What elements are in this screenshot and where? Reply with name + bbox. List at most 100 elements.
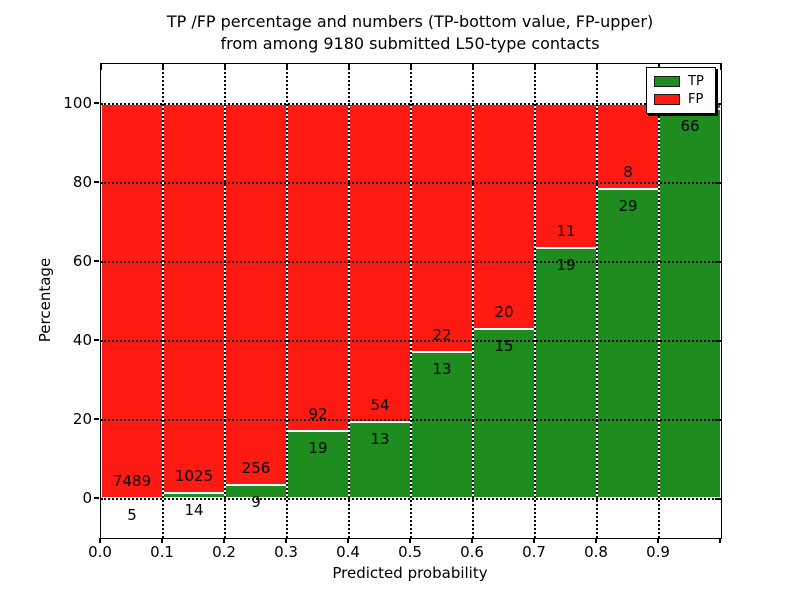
fp-count-label: 11	[556, 222, 576, 241]
tp-count-label: 13	[432, 359, 452, 378]
x-tick	[533, 538, 535, 543]
y-tick-label: 40	[72, 330, 92, 349]
bar-segment-fp	[411, 103, 473, 352]
y-tick	[715, 497, 721, 500]
bar-segment-tp	[659, 109, 721, 499]
x-tick	[100, 64, 102, 70]
x-gridline	[224, 64, 226, 538]
x-tick	[224, 64, 226, 70]
x-tick	[347, 538, 349, 543]
x-tick	[471, 538, 473, 543]
y-tick	[94, 101, 99, 104]
tp-swatch-icon	[654, 76, 680, 87]
x-tick	[534, 64, 536, 70]
y-gridline	[101, 102, 721, 105]
x-tick	[595, 538, 597, 543]
y-tick	[94, 338, 99, 341]
y-tick	[715, 181, 721, 184]
bar-segment-fp	[473, 103, 535, 330]
fp-count-label: 8	[623, 162, 633, 181]
x-tick	[719, 538, 721, 543]
x-tick	[596, 64, 598, 70]
tp-count-label: 15	[494, 337, 514, 356]
y-tick	[94, 259, 99, 262]
x-tick	[286, 64, 288, 70]
x-tick	[223, 538, 225, 543]
fp-count-label: 22	[432, 325, 452, 344]
y-tick	[94, 417, 99, 420]
y-tick	[715, 102, 721, 105]
y-tick-label: 60	[72, 251, 92, 270]
bar-segment-tp	[535, 248, 597, 499]
x-gridline	[534, 64, 536, 538]
x-gridline	[596, 64, 598, 538]
fp-count-label: 20	[494, 303, 514, 322]
x-tick	[348, 64, 350, 70]
tp-count-label: 19	[556, 256, 576, 275]
bar-segment-fp	[349, 103, 411, 422]
tp-count-label: 29	[618, 196, 638, 215]
chart-title-line2: from among 9180 submitted L50-type conta…	[220, 34, 600, 53]
legend-item-tp: TP	[654, 74, 708, 89]
x-gridline	[348, 64, 350, 538]
fp-count-label: 7489	[112, 472, 152, 491]
x-gridline	[162, 64, 164, 538]
x-tick-label: 0.7	[522, 543, 546, 561]
x-tick-label: 0.5	[398, 543, 422, 561]
x-tick	[410, 64, 412, 70]
y-tick	[94, 496, 99, 499]
tp-count-label: 19	[308, 438, 328, 457]
x-tick	[285, 538, 287, 543]
x-tick-label: 0.0	[88, 543, 112, 561]
bar-segment-fp	[101, 103, 163, 499]
chart-title: TP /FP percentage and numbers (TP-bottom…	[100, 11, 720, 55]
y-tick-label: 20	[72, 409, 92, 428]
x-tick	[99, 538, 101, 543]
chart-title-line1: TP /FP percentage and numbers (TP-bottom…	[166, 12, 654, 31]
y-tick	[715, 260, 721, 263]
legend-label-fp: FP	[688, 92, 704, 107]
y-tick-label: 80	[72, 172, 92, 191]
x-tick	[409, 538, 411, 543]
x-tick	[720, 64, 722, 70]
bar-segment-tp	[597, 188, 659, 499]
y-gridline	[101, 339, 721, 342]
x-tick-label: 0.8	[584, 543, 608, 561]
legend-label-tp: TP	[688, 74, 704, 89]
tp-count-label: 9	[251, 493, 261, 512]
tp-count-label: 66	[680, 117, 700, 136]
fp-count-label: 54	[370, 395, 390, 414]
x-tick-label: 0.6	[460, 543, 484, 561]
fp-swatch-icon	[654, 94, 680, 105]
legend-item-fp: FP	[654, 92, 708, 107]
x-tick	[657, 538, 659, 543]
bar-segment-fp	[287, 103, 349, 431]
x-gridline	[286, 64, 288, 538]
y-gridline	[101, 418, 721, 421]
x-tick-label: 0.1	[150, 543, 174, 561]
bar-segment-fp	[225, 103, 287, 486]
x-tick-label: 0.4	[336, 543, 360, 561]
tp-count-label: 13	[370, 429, 390, 448]
tp-count-label: 5	[127, 506, 137, 525]
x-tick	[161, 538, 163, 543]
x-axis-title: Predicted probability	[332, 564, 488, 582]
y-tick	[94, 180, 99, 183]
x-tick	[162, 64, 164, 70]
y-gridline	[101, 497, 721, 500]
x-gridline	[472, 64, 474, 538]
legend: TP FP	[646, 67, 716, 114]
fp-count-label: 256	[241, 459, 271, 478]
x-gridline	[410, 64, 412, 538]
fp-count-label: 1025	[174, 467, 214, 486]
bar-segment-fp	[163, 103, 225, 494]
x-tick	[472, 64, 474, 70]
plot-area: 7489510251425699219541322132015111982916…	[100, 63, 722, 539]
tp-count-label: 14	[184, 501, 204, 520]
y-gridline	[101, 260, 721, 263]
x-tick-label: 0.2	[212, 543, 236, 561]
y-tick-label: 0	[82, 488, 92, 507]
y-tick	[715, 339, 721, 342]
x-gridline	[658, 64, 660, 538]
